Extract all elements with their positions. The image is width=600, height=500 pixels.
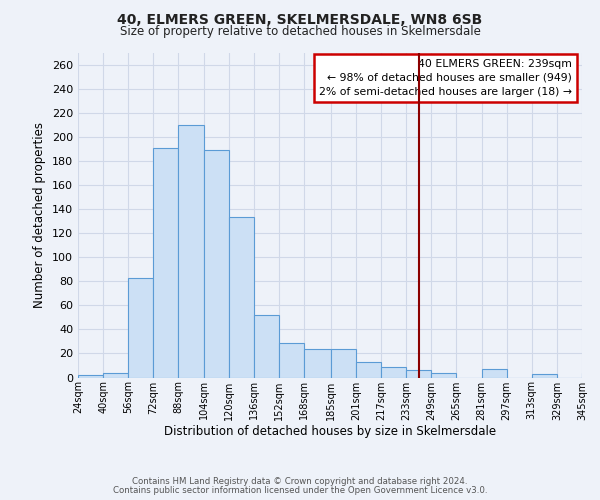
Bar [203,150,229,378]
Bar [229,218,254,378]
Bar [381,366,406,378]
Bar [78,375,103,378]
Bar [178,124,203,378]
Text: 40 ELMERS GREEN: 239sqm
← 98% of detached houses are smaller (949)
2% of semi-de: 40 ELMERS GREEN: 239sqm ← 98% of detache… [319,59,572,97]
Y-axis label: Number of detached properties: Number of detached properties [34,122,46,308]
Text: 40, ELMERS GREEN, SKELMERSDALE, WN8 6SB: 40, ELMERS GREEN, SKELMERSDALE, WN8 6SB [118,12,482,26]
Text: Contains HM Land Registry data © Crown copyright and database right 2024.: Contains HM Land Registry data © Crown c… [132,477,468,486]
Bar [103,372,128,378]
Bar [304,348,331,378]
Text: Contains public sector information licensed under the Open Government Licence v3: Contains public sector information licen… [113,486,487,495]
Bar [128,278,154,378]
Bar [532,374,557,378]
Bar [406,370,431,378]
Text: Size of property relative to detached houses in Skelmersdale: Size of property relative to detached ho… [119,25,481,38]
Bar [582,372,600,378]
Bar [331,348,356,378]
X-axis label: Distribution of detached houses by size in Skelmersdale: Distribution of detached houses by size … [164,425,496,438]
Bar [431,372,457,378]
Bar [254,315,279,378]
Bar [154,148,178,378]
Bar [482,369,506,378]
Bar [279,342,304,378]
Bar [356,362,381,378]
